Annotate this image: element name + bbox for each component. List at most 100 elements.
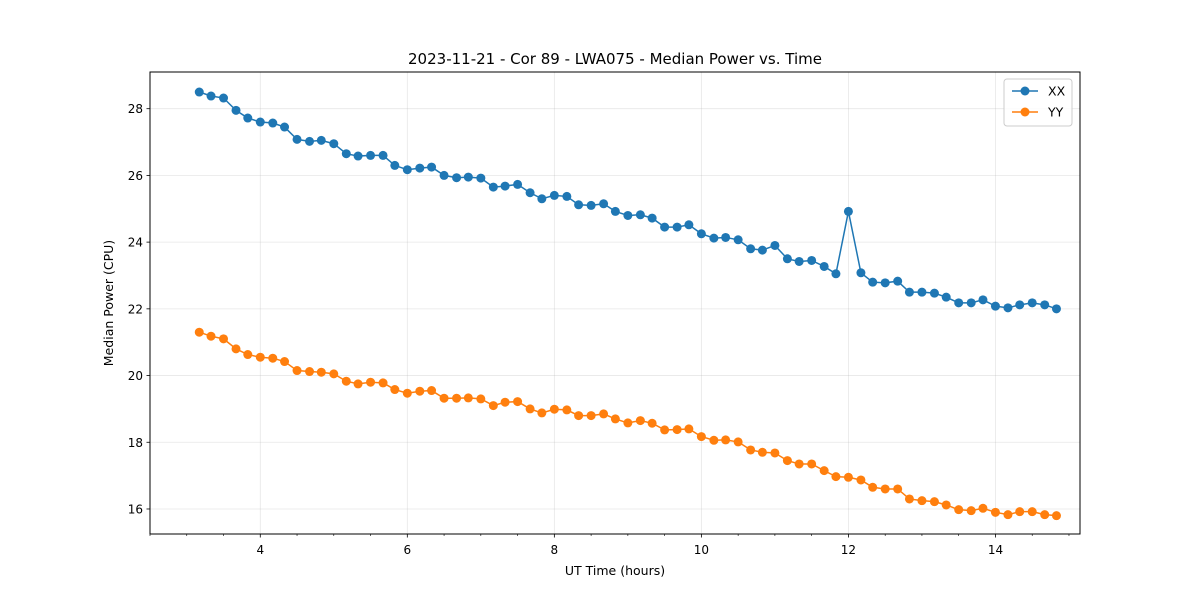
data-point-yy (231, 344, 241, 354)
y-tick-label: 20 (128, 369, 143, 383)
data-point-xx (831, 269, 841, 279)
data-point-xx (954, 298, 964, 308)
data-point-xx (488, 182, 498, 192)
data-point-yy (635, 416, 645, 426)
data-point-yy (525, 404, 535, 414)
data-point-yy (893, 484, 903, 494)
data-point-yy (390, 385, 400, 395)
data-point-yy (917, 496, 927, 506)
data-point-yy (929, 497, 939, 507)
data-point-xx (1051, 304, 1061, 314)
data-point-xx (255, 117, 265, 127)
data-point-xx (562, 191, 572, 201)
data-point-yy (1003, 510, 1013, 520)
data-point-xx (917, 287, 927, 297)
legend-label-xx: XX (1048, 84, 1066, 99)
data-point-xx (439, 170, 449, 180)
data-point-yy (757, 447, 767, 457)
data-point-yy (305, 367, 315, 377)
series-yy (194, 327, 1061, 521)
data-point-xx (476, 173, 486, 183)
chart-title: 2023-11-21 - Cor 89 - LWA075 - Median Po… (408, 50, 822, 68)
data-point-xx (292, 134, 302, 144)
data-point-yy (549, 404, 559, 414)
data-point-yy (513, 397, 523, 407)
data-point-xx (660, 222, 670, 232)
data-point-xx (856, 268, 866, 278)
data-point-yy (206, 331, 216, 341)
data-point-xx (463, 172, 473, 182)
y-tick-label: 22 (128, 302, 143, 316)
data-point-yy (782, 456, 792, 466)
x-tick-label: 12 (841, 543, 856, 557)
data-point-yy (402, 388, 412, 398)
data-point-yy (1015, 507, 1025, 517)
data-point-yy (268, 353, 278, 363)
data-point-yy (427, 386, 437, 396)
data-point-xx (1040, 300, 1050, 310)
data-point-xx (623, 210, 633, 220)
data-point-xx (696, 229, 706, 239)
data-point-yy (488, 401, 498, 411)
data-point-yy (647, 418, 657, 428)
x-tick-label: 4 (256, 543, 264, 557)
y-tick-label: 24 (128, 236, 143, 250)
data-point-yy (610, 414, 620, 424)
data-point-xx (390, 160, 400, 170)
data-point-xx (904, 287, 914, 297)
data-point-yy (586, 411, 596, 421)
x-tick-label: 10 (694, 543, 709, 557)
data-point-xx (1015, 300, 1025, 310)
data-point-xx (243, 113, 253, 123)
legend-marker-xx (1020, 86, 1030, 96)
data-point-xx (452, 173, 462, 183)
y-tick-label: 26 (128, 169, 143, 183)
data-point-yy (1040, 510, 1050, 520)
data-point-yy (770, 448, 780, 458)
data-point-xx (574, 200, 584, 210)
data-point-yy (856, 475, 866, 485)
data-point-yy (733, 437, 743, 447)
data-point-xx (684, 220, 694, 230)
legend-marker-yy (1020, 107, 1030, 117)
data-point-xx (194, 87, 204, 97)
x-tick-label: 14 (988, 543, 1003, 557)
data-point-yy (868, 482, 878, 492)
data-point-xx (599, 199, 609, 209)
data-point-xx (819, 261, 829, 271)
plot-frame (149, 71, 1081, 535)
data-point-xx (366, 150, 376, 160)
y-tick-label: 16 (128, 502, 143, 516)
data-point-xx (672, 222, 682, 232)
data-point-xx (757, 245, 767, 255)
data-point-xx (721, 232, 731, 242)
data-point-xx (746, 244, 756, 254)
data-point-yy (904, 494, 914, 504)
y-tick-label: 18 (128, 436, 143, 450)
data-point-yy (463, 393, 473, 403)
data-point-yy (990, 507, 1000, 517)
data-point-xx (635, 210, 645, 220)
data-point-yy (243, 350, 253, 360)
data-point-xx (500, 181, 510, 191)
data-point-yy (537, 408, 547, 418)
data-point-xx (966, 298, 976, 308)
x-tick-label: 6 (403, 543, 411, 557)
data-point-xx (219, 93, 229, 103)
data-point-xx (794, 256, 804, 266)
data-point-xx (353, 151, 363, 161)
data-point-xx (647, 213, 657, 223)
data-point-yy (978, 503, 988, 513)
data-point-xx (709, 233, 719, 243)
x-axis-label: UT Time (hours) (565, 563, 665, 578)
data-point-yy (574, 411, 584, 421)
data-point-xx (329, 139, 339, 149)
data-point-xx (929, 288, 939, 298)
data-point-xx (305, 136, 315, 146)
data-point-yy (366, 377, 376, 387)
data-point-yy (476, 394, 486, 404)
data-point-xx (990, 301, 1000, 311)
legend: XX YY (1003, 78, 1073, 127)
data-point-yy (966, 506, 976, 516)
